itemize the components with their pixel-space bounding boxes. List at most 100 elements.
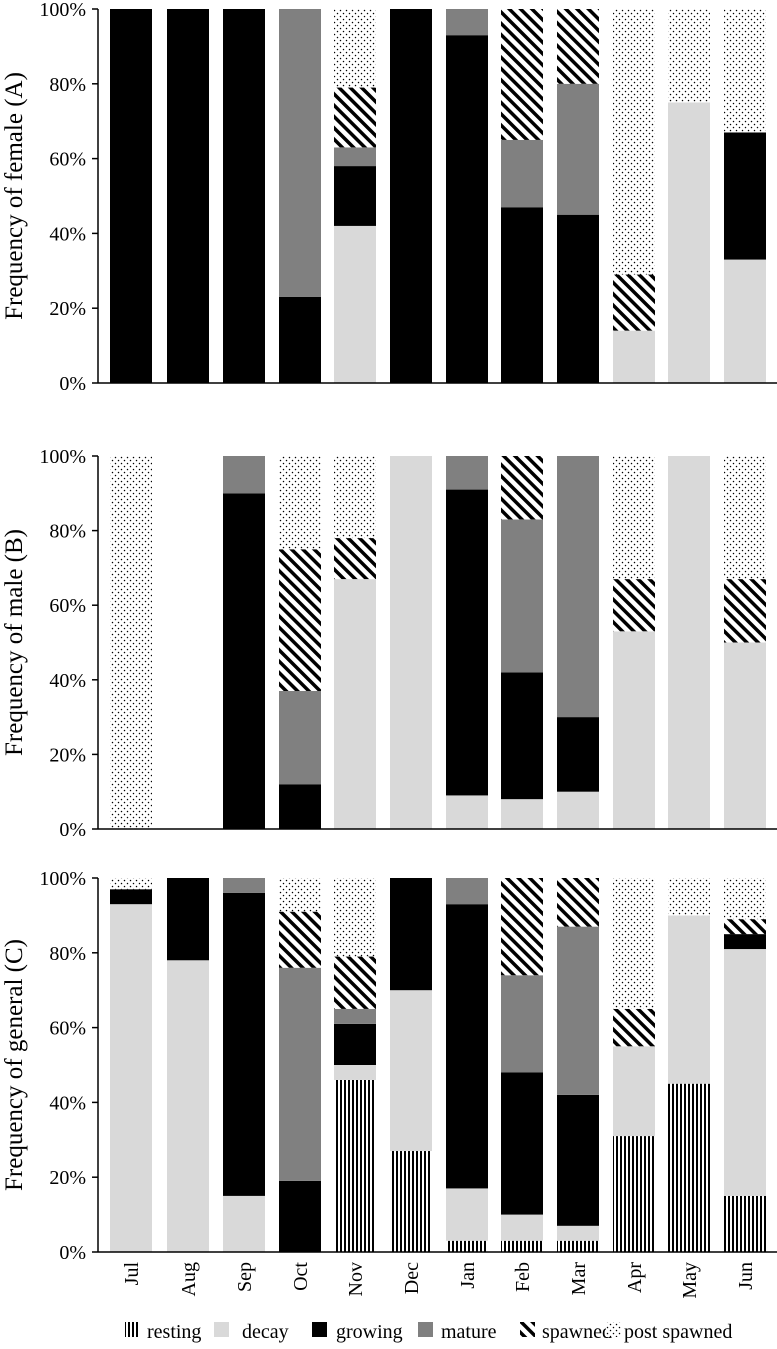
bar-segment-growing-feb (501, 1072, 543, 1215)
bar-segment-post-spawned-apr (613, 878, 655, 1009)
legend-label: resting (147, 1321, 201, 1343)
bar-segment-spawned-nov (334, 538, 376, 580)
bar-segment-mature-jan (446, 878, 488, 905)
bar-segment-resting-jan (446, 1240, 488, 1252)
bar-segment-growing-mar (557, 717, 599, 792)
x-axis-labels: Jul Aug Sep Oct Nov Dec Jan Feb Mar Apr May Jun (121, 1262, 757, 1299)
bar-segment-spawned-mar (557, 878, 599, 927)
bar-segment-decay-mar (557, 1225, 599, 1241)
x-tick-label: Feb (512, 1262, 534, 1292)
bar-segment-decay-jun (724, 259, 766, 383)
bar-segment-decay-mar (557, 791, 599, 829)
bar-segment-growing-feb (501, 672, 543, 800)
bar-segment-post-spawned-jul (110, 878, 152, 890)
bar-segment-mature-mar (557, 926, 599, 1095)
bar-segment-post-spawned-nov (334, 456, 376, 539)
bar-segment-post-spawned-may (668, 9, 710, 103)
y-tick-label: 40% (49, 1092, 86, 1114)
bar-segment-mature-feb (501, 519, 543, 673)
bar-segment-mature-nov (334, 147, 376, 167)
bar-segment-growing-mar (557, 214, 599, 383)
bar-segment-growing-mar (557, 1094, 599, 1226)
y-tick-label: 20% (49, 1167, 86, 1189)
legend-item-mature: mature (418, 1321, 497, 1343)
y-tick-label: 60% (49, 595, 86, 617)
y-tick-label: 60% (49, 149, 86, 171)
bar-segment-mature-jan (446, 456, 488, 490)
bar-segment-growing-jan (446, 904, 488, 1189)
bar-segment-growing-nov (334, 1023, 376, 1065)
bar-segment-decay-jan (446, 795, 488, 829)
bar-segment-post-spawned-nov (334, 9, 376, 88)
bar-segment-spawned-feb (501, 456, 543, 520)
bar-segment-spawned-oct (279, 911, 321, 968)
bar-segment-spawned-feb (501, 878, 543, 976)
bar-segment-growing-jul (110, 9, 152, 383)
bar-segment-spawned-feb (501, 9, 543, 140)
y-tick-label: 80% (49, 521, 86, 543)
bar-segment-spawned-apr (613, 1008, 655, 1047)
bar-segment-spawned-apr (613, 579, 655, 632)
bar-segment-mature-feb (501, 139, 543, 208)
chart-panel-3: 0% 20% 40% 60% 80% 100% Frequency of general (… (1, 868, 777, 1264)
legend-item-spawned: spawned (520, 1321, 612, 1343)
x-tick-label: Oct (290, 1262, 312, 1291)
bar-segment-post-spawned-apr (613, 9, 655, 275)
bar-segment-decay-may (668, 102, 710, 383)
legend-label: decay (242, 1321, 289, 1343)
bar-segment-resting-nov (334, 1079, 376, 1252)
bar-segment-decay-may (668, 915, 710, 1084)
x-tick-label: Nov (345, 1262, 367, 1296)
x-tick-label: Jun (735, 1262, 757, 1290)
legend-swatch (520, 1322, 535, 1337)
y-tick-label: 0% (59, 1242, 86, 1264)
legend-label: growing (336, 1321, 403, 1343)
y-tick-label: 40% (49, 223, 86, 245)
y-tick-label: 80% (49, 74, 86, 96)
bar-segment-resting-dec (390, 1151, 432, 1252)
chart-panel-2: 0% 20% 40% 60% 80% 100% Frequency of male (B) (1, 446, 777, 841)
bar-segment-decay-aug (167, 960, 209, 1252)
bar-segment-decay-nov (334, 225, 376, 383)
bar-segment-decay-jun (724, 949, 766, 1196)
bar-segment-growing-oct (279, 296, 321, 383)
bar-segment-spawned-jun (724, 919, 766, 935)
y-tick-label: 80% (49, 943, 86, 965)
bar-segment-growing-jan (446, 489, 488, 796)
legend-item-post-spawned: post spawned (606, 1321, 732, 1343)
bar-segment-post-spawned-may (668, 878, 710, 916)
bar-segment-decay-dec (390, 990, 432, 1152)
y-tick-label: 0% (59, 373, 86, 395)
y-tick-label: 0% (59, 819, 86, 841)
legend-item-decay: decay (214, 1321, 289, 1343)
bar-segment-post-spawned-apr (613, 456, 655, 580)
x-tick-label: Jan (457, 1262, 479, 1289)
bar-segment-growing-sep (223, 9, 265, 383)
bar-segment-decay-feb (501, 1214, 543, 1241)
bar-segment-growing-jun (724, 132, 766, 260)
bar-segment-post-spawned-jun (724, 9, 766, 133)
bar-segment-post-spawned-oct (279, 456, 321, 550)
legend-swatch (125, 1322, 140, 1337)
bar-segment-mature-sep (223, 456, 265, 494)
x-tick-label: May (679, 1262, 701, 1299)
legend-item-growing: growing (312, 1321, 403, 1343)
bar-segment-spawned-oct (279, 549, 321, 691)
bar-segment-post-spawned-jun (724, 878, 766, 920)
bar-segment-decay-apr (613, 1046, 655, 1137)
bar-segment-mature-feb (501, 975, 543, 1073)
bar-segment-mature-oct (279, 690, 321, 785)
chart-panels: 0% 20% 40% 60% 80% 100% Frequency of female (A… (1, 0, 777, 1264)
legend-label: mature (441, 1321, 497, 1343)
x-tick-label: Sep (234, 1262, 256, 1292)
bar-segment-decay-dec (390, 456, 432, 829)
bar-segment-spawned-mar (557, 9, 599, 84)
bar-segment-decay-jul (110, 904, 152, 1252)
bar-segment-spawned-nov (334, 87, 376, 148)
x-tick-label: Jul (121, 1262, 143, 1286)
bar-segment-resting-jun (724, 1195, 766, 1252)
bar-segment-growing-jun (724, 934, 766, 950)
bar-segment-post-spawned-nov (334, 878, 376, 957)
bar-segment-spawned-jun (724, 579, 766, 643)
